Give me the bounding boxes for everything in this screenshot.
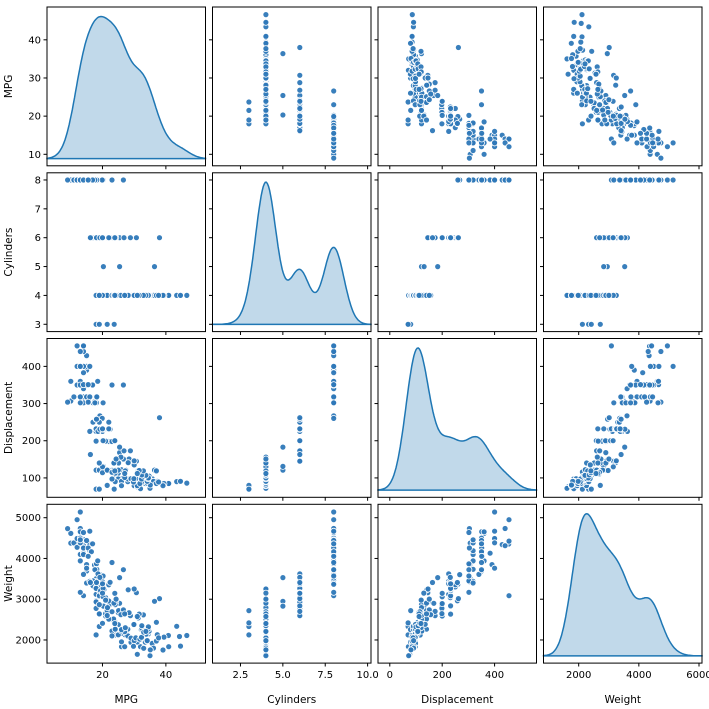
axes-spines (46, 338, 206, 498)
axes-spines (46, 172, 206, 333)
axes-spines (46, 503, 206, 664)
subplot-displacement-vs-displacement (374, 338, 538, 501)
y-tick-label: 5 (35, 262, 41, 273)
subplot-displacement-vs-weight (540, 338, 703, 501)
x-tick-label: 20 (96, 670, 109, 681)
x-tick-label: 7.5 (317, 670, 333, 681)
axes-spines (212, 338, 372, 498)
y-tick-label: 10 (28, 150, 41, 161)
axes-spines (46, 6, 206, 167)
subplot-mpg-vs-weight (540, 6, 703, 170)
subplot-cylinders-vs-displacement (374, 172, 537, 335)
kde-curve-displacement (377, 347, 538, 491)
axes-spines (212, 503, 372, 664)
x-tick-label: 10.0 (356, 670, 378, 681)
axes-spines (377, 338, 537, 498)
scatter-points (245, 342, 338, 493)
scatter-points (245, 11, 338, 162)
y-tick-label: 400 (22, 362, 41, 373)
y-axis-label-cylinders: Cylinders (3, 228, 15, 277)
y-tick-label: 3 (35, 320, 41, 331)
axes-spines (212, 172, 372, 333)
x-tick-label: 5.0 (275, 670, 291, 681)
subplot-mpg-vs-mpg: 10 20 30 40 MPG (3, 6, 207, 170)
axes-spines (377, 503, 537, 664)
scatter-points (404, 11, 513, 162)
y-tick-label: 8 (35, 175, 41, 186)
subplot-mpg-vs-cylinders (209, 6, 372, 170)
x-axis-label-weight: Weight (604, 694, 641, 706)
subplot-weight-vs-weight: 2000 4000 6000 Weight (540, 503, 709, 706)
scatter-points (64, 176, 191, 328)
y-axis-label-mpg: MPG (3, 75, 15, 99)
subplot-cylinders-vs-mpg: 3 4 5 6 7 8 Cylinders (3, 172, 206, 335)
scatter-points (64, 508, 191, 660)
x-tick-label: 0 (387, 670, 393, 681)
subplot-displacement-vs-mpg: 100 200 300 400 Displacement (3, 338, 206, 501)
y-tick-label: 3000 (16, 595, 41, 606)
y-tick-label: 2000 (16, 635, 41, 646)
y-axis-label-displacement: Displacement (3, 382, 15, 454)
kde-curve-cylinders (211, 181, 372, 326)
y-tick-label: 6 (35, 233, 41, 244)
scatter-points (64, 342, 191, 493)
subplot-weight-vs-mpg: 20 40 2000 3000 4000 5000 MPG Weight (3, 503, 206, 706)
axes-spines (377, 6, 537, 167)
subplot-weight-vs-displacement: 0 200 400 Displacement (374, 503, 537, 706)
x-axis-label-displacement: Displacement (421, 694, 493, 706)
scatter-points (245, 508, 338, 660)
subplot-mpg-vs-displacement (374, 6, 537, 170)
y-tick-label: 30 (28, 73, 41, 84)
scatter-points (563, 342, 677, 493)
y-tick-label: 100 (22, 473, 41, 484)
kde-curve-mpg (46, 15, 207, 160)
x-tick-label: 400 (485, 670, 504, 681)
scatter-points (404, 176, 513, 328)
x-tick-label: 4000 (626, 670, 651, 681)
scatter-points (563, 11, 677, 162)
y-tick-label: 4000 (16, 554, 41, 565)
axes-spines (543, 172, 703, 333)
y-axis-label-weight: Weight (3, 565, 15, 602)
x-tick-label: 2000 (566, 670, 591, 681)
y-tick-label: 300 (22, 399, 41, 410)
axes-spines (543, 503, 703, 664)
y-tick-label: 200 (22, 436, 41, 447)
kde-curve-weight (542, 513, 703, 657)
subplot-cylinders-vs-cylinders (209, 172, 372, 335)
x-tick-label: 6000 (686, 670, 709, 681)
x-tick-label: 2.5 (233, 670, 249, 681)
x-axis-label-cylinders: Cylinders (267, 694, 316, 706)
subplot-displacement-vs-cylinders (209, 338, 372, 501)
axes-spines (543, 6, 703, 167)
scatter-points (404, 508, 513, 660)
y-tick-label: 7 (35, 204, 41, 215)
y-tick-label: 4 (35, 291, 41, 302)
axes-spines (212, 6, 372, 167)
y-tick-label: 5000 (16, 513, 41, 524)
x-tick-label: 40 (160, 670, 173, 681)
scatter-points (563, 176, 677, 328)
y-tick-label: 20 (28, 112, 41, 123)
subplot-weight-vs-cylinders: 2.5 5.0 7.5 10.0 Cylinders (209, 503, 379, 706)
y-tick-label: 40 (28, 35, 41, 46)
subplot-cylinders-vs-weight (540, 172, 703, 335)
x-tick-label: 200 (433, 670, 452, 681)
axes-spines (377, 172, 537, 333)
axes-spines (543, 338, 703, 498)
x-axis-label-mpg: MPG (114, 694, 138, 706)
